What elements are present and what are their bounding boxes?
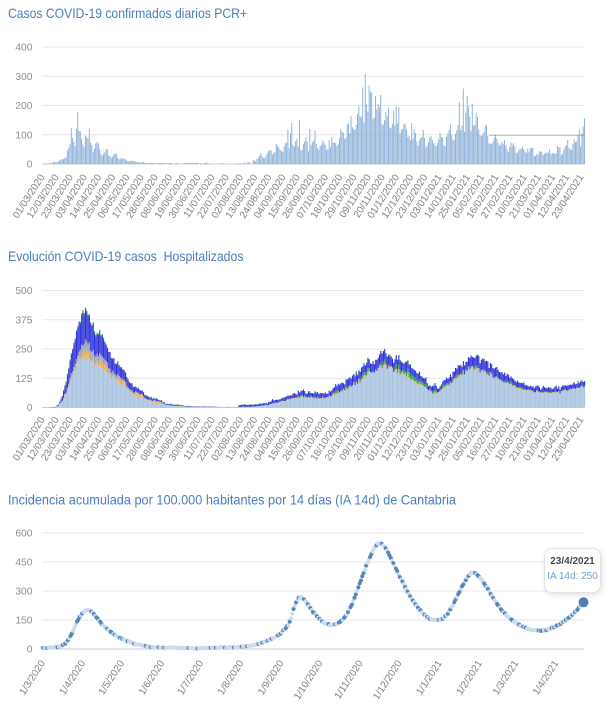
svg-text:Incidencia acumulada por 100.0: Incidencia acumulada por 100.000 habitan… [8, 492, 456, 508]
svg-text:300: 300 [15, 587, 32, 598]
svg-text:1/8/2020: 1/8/2020 [216, 658, 247, 697]
svg-text:1/4/2021: 1/4/2021 [531, 658, 562, 697]
svg-text:100: 100 [15, 130, 32, 141]
svg-text:375: 375 [15, 315, 32, 326]
svg-text:200: 200 [15, 101, 32, 112]
svg-text:1/9/2020: 1/9/2020 [256, 658, 287, 697]
svg-text:150: 150 [15, 616, 32, 627]
svg-text:1/10/2020: 1/10/2020 [292, 658, 326, 702]
svg-text:1/7/2020: 1/7/2020 [176, 658, 207, 697]
svg-text:1/5/2020: 1/5/2020 [97, 658, 128, 697]
svg-text:0: 0 [27, 403, 33, 414]
svg-text:600: 600 [15, 529, 32, 540]
svg-text:0: 0 [27, 645, 33, 656]
svg-text:1/11/2020: 1/11/2020 [333, 658, 366, 701]
svg-text:400: 400 [15, 43, 32, 54]
svg-text:0: 0 [27, 160, 33, 171]
svg-text:1/3/2020: 1/3/2020 [18, 658, 49, 697]
svg-text:450: 450 [15, 558, 32, 569]
svg-text:1/2/2021: 1/2/2021 [455, 658, 486, 697]
svg-text:1/3/2021: 1/3/2021 [491, 658, 522, 697]
svg-text:250: 250 [15, 345, 32, 356]
svg-text:Casos COVID-19 confirmados dia: Casos COVID-19 confirmados diarios PCR+ [8, 5, 247, 21]
svg-text:500: 500 [15, 286, 32, 297]
svg-text:125: 125 [15, 374, 32, 385]
svg-text:1/12/2020: 1/12/2020 [371, 658, 405, 702]
svg-text:1/6/2020: 1/6/2020 [137, 658, 168, 697]
svg-text:1/4/2020: 1/4/2020 [58, 658, 89, 697]
svg-text:300: 300 [15, 72, 32, 83]
svg-text:1/1/2021: 1/1/2021 [414, 658, 445, 697]
svg-text:Evolución COVID-19 casos Hosp: Evolución COVID-19 casos Hospitalizados [8, 248, 244, 264]
